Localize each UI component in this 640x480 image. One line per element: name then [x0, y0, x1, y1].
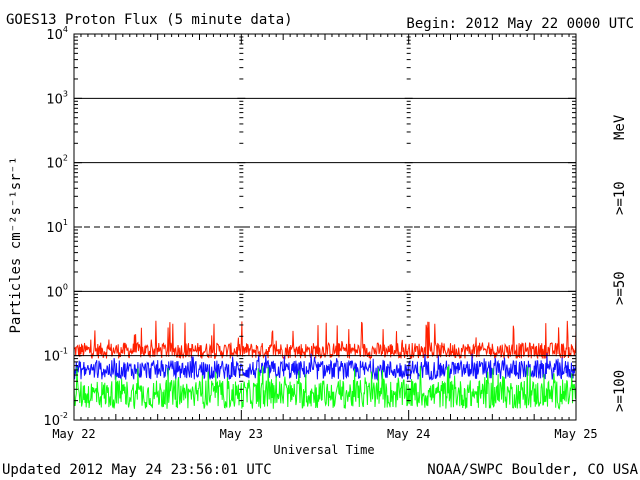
x-tick-label: May 22: [52, 427, 95, 441]
series-line-2: [73, 365, 577, 410]
y-tick-label: 10-1: [43, 347, 68, 365]
x-tick-label: May 25: [554, 427, 597, 441]
y-tick-label: 10-2: [43, 411, 68, 429]
y-axis-label: Particles cm⁻²s⁻¹sr⁻¹: [8, 156, 24, 333]
plot-area: [73, 320, 577, 410]
y-tick-label: 100: [46, 282, 68, 300]
legend-unit: MeV: [612, 114, 628, 140]
y-tick-label: 101: [46, 218, 68, 236]
updated-time: Updated 2012 May 24 23:56:01 UTC: [2, 462, 272, 478]
y-tick-label: 103: [46, 89, 68, 107]
series-line-1: [73, 353, 577, 382]
begin-time: Begin: 2012 May 22 0000 UTC: [406, 16, 634, 32]
x-tick-label: May 24: [387, 427, 430, 441]
chart-title: GOES13 Proton Flux (5 minute data): [6, 12, 293, 28]
source-credit: NOAA/SWPC Boulder, CO USA: [427, 462, 638, 478]
y-tick-label: 104: [46, 25, 68, 43]
x-axis-label: Universal Time: [273, 443, 374, 457]
legend-series-100: >=100: [612, 370, 628, 412]
legend-series-10: >=10: [612, 181, 628, 215]
legend-series-50: >=50: [612, 271, 628, 305]
y-tick-label: 102: [46, 154, 68, 172]
x-tick-label: May 23: [220, 427, 263, 441]
series-line-0: [73, 320, 577, 361]
